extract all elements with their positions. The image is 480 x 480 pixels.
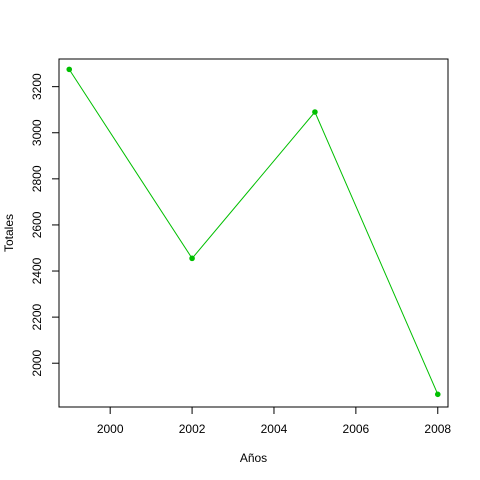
x-tick-label: 2008 bbox=[424, 422, 451, 436]
y-axis-label: Totales bbox=[2, 214, 16, 252]
series-layer bbox=[66, 66, 441, 398]
x-tick-label: 2006 bbox=[343, 422, 370, 436]
y-tick-label: 2200 bbox=[30, 303, 44, 330]
y-tick-label: 3200 bbox=[30, 73, 44, 100]
data-point bbox=[189, 255, 195, 262]
y-tick-label: 2000 bbox=[30, 350, 44, 377]
data-point bbox=[312, 109, 318, 115]
x-axis-label: Años bbox=[240, 451, 267, 465]
data-point bbox=[66, 66, 73, 73]
y-tick-label: 2800 bbox=[30, 165, 44, 192]
x-tick-label: 2002 bbox=[179, 422, 206, 436]
x-tick-label: 2000 bbox=[97, 422, 124, 436]
series-line bbox=[68, 69, 439, 395]
plot-frame bbox=[58, 58, 449, 408]
y-axis: 2000 2200 2400 2600 2800 3000 3200 bbox=[30, 73, 59, 377]
data-point bbox=[434, 391, 441, 398]
x-axis: 2000 2002 2004 2006 2008 bbox=[97, 407, 451, 436]
y-tick-label: 2400 bbox=[30, 257, 44, 284]
y-tick-label: 2600 bbox=[30, 211, 44, 238]
y-tick-label: 3000 bbox=[30, 119, 44, 146]
x-tick-label: 2004 bbox=[261, 422, 288, 436]
